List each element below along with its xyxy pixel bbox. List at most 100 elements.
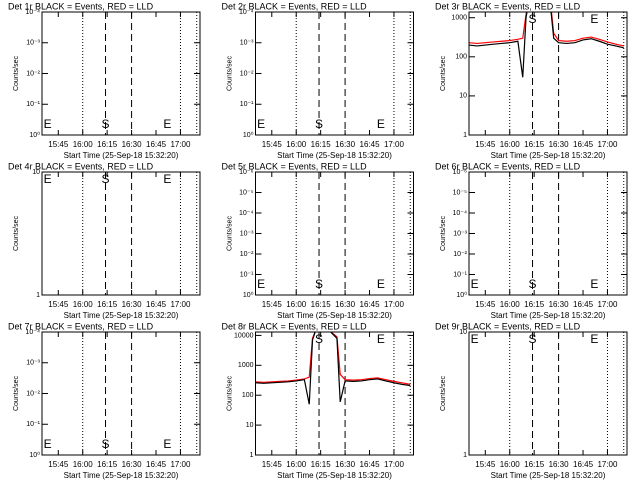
panel-title: Det 8r BLACK = Events, RED = LLD (222, 321, 368, 331)
time-marker-label: E (590, 277, 598, 291)
y-tick-label: 1 (463, 452, 467, 459)
x-tick-label: 17:00 (597, 140, 618, 149)
x-axis-label: Start Time (25-Sep-18 15:32:20) (277, 471, 392, 480)
y-tick-label: 10⁻⁶ (239, 169, 253, 176)
y-tick-label: 10⁻² (240, 70, 254, 77)
x-tick-label: 17:00 (597, 300, 618, 309)
y-tick-label: 10000 (234, 332, 254, 339)
x-tick-label: 16:45 (146, 460, 167, 469)
y-tick-label: 10 (459, 93, 467, 100)
x-axis-label: Start Time (25-Sep-18 15:32:20) (491, 311, 606, 320)
panel: Det 7r BLACK = Events, RED = LLD Start Ti… (8, 321, 201, 480)
y-tick-label: 100 (242, 392, 254, 399)
y-tick-label: 10 (32, 169, 40, 176)
x-tick-label: 16:30 (122, 140, 143, 149)
x-tick-label: 15:45 (48, 140, 69, 149)
y-tick-label: 1 (36, 292, 40, 299)
series-line (469, 12, 624, 47)
x-tick-label: 17:00 (170, 460, 191, 469)
y-tick-label: 10⁻² (26, 390, 40, 397)
x-tick-label: 15:45 (262, 460, 283, 469)
y-tick-label: 10⁻² (240, 251, 254, 258)
x-tick-label: 16:00 (286, 300, 307, 309)
y-tick-label: 10⁻² (26, 70, 40, 77)
panel-title: Det 6r BLACK = Events, RED = LLD (435, 161, 581, 171)
y-axis-label: Counts/sec (226, 55, 233, 91)
plot-frame (41, 331, 201, 456)
x-tick-label: 16:30 (335, 140, 356, 149)
y-tick-label: 10⁻⁴ (26, 329, 41, 336)
x-tick-label: 16:15 (311, 300, 332, 309)
y-tick-label: 1000 (451, 15, 467, 22)
x-tick-label: 16:30 (122, 300, 143, 309)
y-tick-label: 10⁻⁴ (239, 210, 254, 217)
x-tick-label: 16:45 (573, 140, 594, 149)
panel: Det 9r BLACK = Events, RED = LLD Start Ti… (435, 321, 628, 480)
x-tick-label: 16:30 (335, 460, 356, 469)
x-tick-label: 15:45 (475, 460, 496, 469)
plot-frame (41, 171, 201, 296)
series-line (469, 12, 624, 78)
y-tick-label: 10⁻³ (453, 230, 467, 237)
y-tick-label: 10⁻³ (26, 360, 40, 367)
time-marker-label: E (163, 172, 171, 186)
x-tick-label: 17:00 (384, 300, 405, 309)
time-marker-label: S (529, 332, 537, 346)
panel: Det 3r BLACK = Events, RED = LLD Start Ti… (435, 1, 628, 160)
panel-title: Det 7r BLACK = Events, RED = LLD (8, 321, 154, 331)
x-tick-label: 16:00 (286, 140, 307, 149)
panel-title: Det 5r BLACK = Events, RED = LLD (222, 161, 368, 171)
y-tick-label: 1000 (238, 362, 254, 369)
x-tick-label: 16:00 (286, 460, 307, 469)
time-marker-label: S (315, 277, 323, 291)
y-tick-label: 10⁻³ (240, 230, 254, 237)
time-marker-label: E (377, 277, 385, 291)
x-tick-label: 17:00 (384, 460, 405, 469)
x-tick-label: 16:00 (73, 140, 94, 149)
panel: Det 8r BLACK = Events, RED = LLD Start Ti… (222, 321, 414, 480)
panel: Det 2r BLACK = Events, RED = LLD Start Ti… (222, 1, 414, 160)
x-tick-label: 16:15 (524, 460, 545, 469)
y-tick-label: 10⁻⁵ (453, 189, 467, 196)
x-tick-label: 16:15 (97, 300, 118, 309)
y-tick-label: 100 (455, 54, 467, 61)
time-marker-label: E (163, 437, 171, 451)
plot-frame (468, 11, 628, 136)
time-marker-label: E (471, 277, 479, 291)
x-tick-label: 15:45 (475, 140, 496, 149)
time-marker-label: E (44, 172, 52, 186)
x-tick-label: 17:00 (170, 140, 191, 149)
x-tick-label: 16:15 (311, 140, 332, 149)
time-marker-label: E (163, 117, 171, 131)
plot-frame (41, 11, 201, 136)
x-tick-label: 16:45 (573, 300, 594, 309)
time-marker-label: E (257, 117, 265, 131)
y-axis-label: Counts/sec (440, 375, 447, 411)
plot-frame (255, 331, 414, 456)
panel: Det 1r BLACK = Events, RED = LLD Start Ti… (8, 1, 201, 160)
plot-frame (255, 171, 414, 296)
x-tick-label: 17:00 (170, 300, 191, 309)
time-marker-label: S (315, 332, 323, 346)
y-tick-label: 10⁻¹ (240, 101, 254, 108)
y-tick-label: 10⁻⁶ (453, 169, 467, 176)
y-tick-label: 10⁰ (243, 131, 254, 139)
y-axis-label: Counts/sec (440, 55, 447, 91)
x-axis-label: Start Time (25-Sep-18 15:32:20) (277, 151, 392, 160)
x-tick-label: 16:15 (97, 460, 118, 469)
x-axis-label: Start Time (25-Sep-18 15:32:20) (64, 311, 179, 320)
x-tick-label: 15:45 (262, 300, 283, 309)
x-tick-label: 16:30 (122, 460, 143, 469)
x-axis-label: Start Time (25-Sep-18 15:32:20) (64, 471, 179, 480)
y-tick-label: 10 (246, 422, 254, 429)
time-marker-label: S (529, 277, 537, 291)
time-marker-label: E (377, 117, 385, 131)
y-tick-label: 10⁻¹ (453, 271, 467, 278)
y-tick-label: 10⁰ (243, 291, 254, 299)
y-tick-label: 10⁻¹ (240, 271, 254, 278)
y-tick-label: 10⁻⁴ (453, 210, 468, 217)
x-tick-label: 15:45 (262, 140, 283, 149)
time-marker-label: E (44, 117, 52, 131)
